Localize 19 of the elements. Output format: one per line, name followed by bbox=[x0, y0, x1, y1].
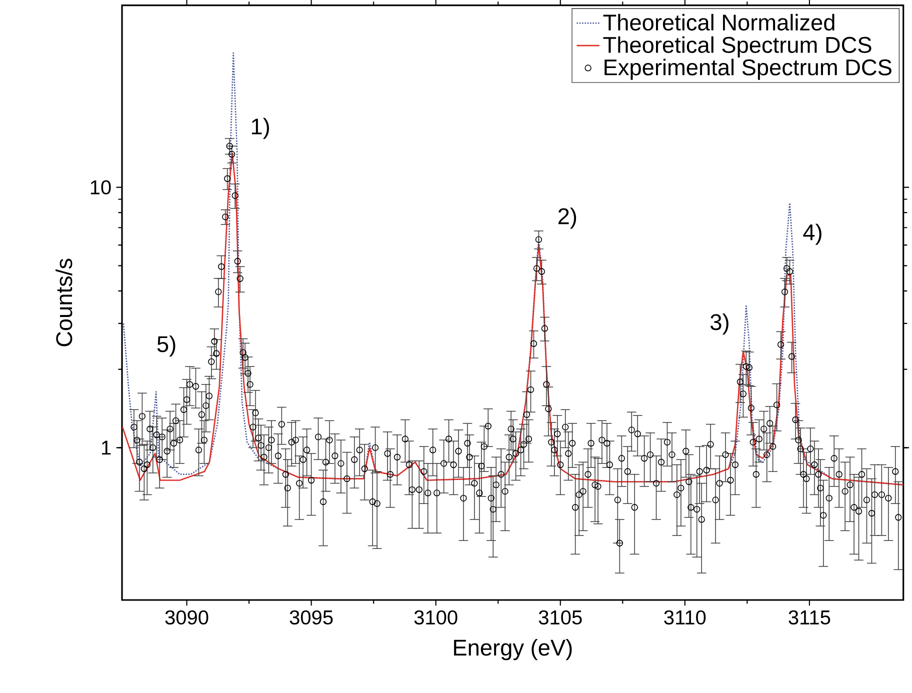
y-tick-label: 1 bbox=[102, 440, 111, 455]
annotation: 1) bbox=[252, 118, 269, 139]
legend-label: Theoretical Spectrum DCS bbox=[603, 36, 872, 58]
line-series bbox=[122, 152, 904, 486]
x-axis-title: Energy (eV) bbox=[454, 639, 572, 660]
x-tick-label: 3090 bbox=[165, 610, 208, 625]
x-tick-label: 3105 bbox=[538, 610, 582, 625]
annotation: 5) bbox=[157, 336, 176, 357]
annotation: 4) bbox=[803, 224, 822, 245]
x-tick-label: 3110 bbox=[664, 610, 706, 625]
y-axis-title: Counts/s bbox=[56, 258, 72, 346]
x-tick-label: 3115 bbox=[788, 610, 830, 625]
x-tick-label: 3100 bbox=[414, 610, 458, 625]
legend-label: Experimental Spectrum DCS bbox=[604, 58, 892, 80]
y-tick-label: 10 bbox=[90, 180, 111, 194]
legend-label: Theoretical Normalized bbox=[603, 14, 834, 31]
annotation: 3) bbox=[710, 314, 728, 335]
x-tick-label: 3095 bbox=[290, 610, 333, 625]
annotation: 2) bbox=[558, 208, 576, 229]
